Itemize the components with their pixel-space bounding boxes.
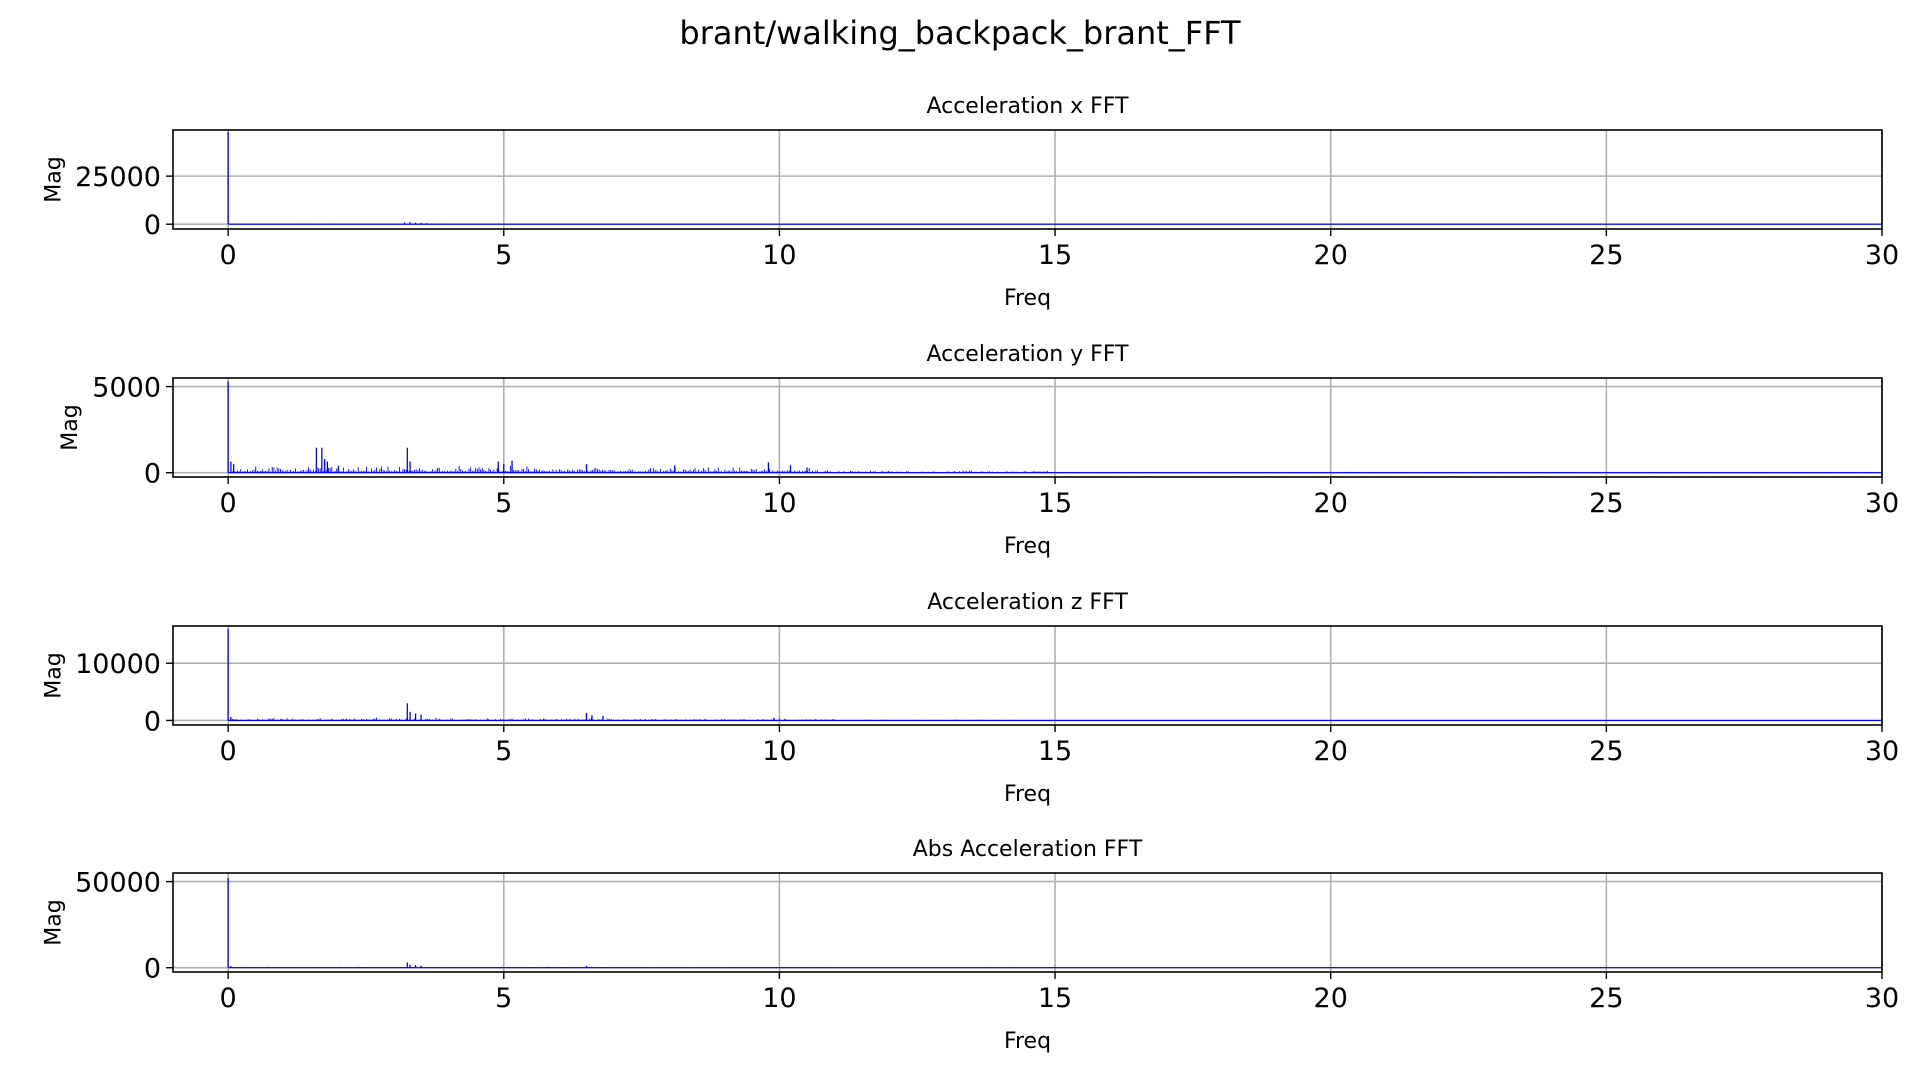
- subplot-title: Acceleration x FFT: [926, 94, 1129, 119]
- y-axis-label: Mag: [42, 156, 67, 202]
- x-tick-label: 25: [1589, 240, 1623, 271]
- x-tick-label: 5: [495, 736, 512, 767]
- series-floor: [230, 966, 1881, 968]
- x-tick-label: 0: [220, 488, 237, 519]
- series-floor: [230, 223, 1882, 225]
- y-tick-label: 5000: [92, 373, 161, 404]
- x-axis-label: Freq: [1004, 782, 1051, 807]
- x-tick-label: 5: [495, 240, 512, 271]
- axes-frame: [172, 377, 1883, 478]
- axes-frame: [172, 129, 1883, 230]
- subplot-3: Acceleration z FFT 0 5 10 15 20 25 30 0 10000 Freq…: [42, 590, 1900, 807]
- subplot-title: Acceleration y FFT: [926, 342, 1129, 367]
- y-axis-label: Mag: [42, 899, 67, 945]
- y-axis-label: Mag: [42, 652, 67, 698]
- subplot-title: Abs Acceleration FFT: [913, 837, 1143, 862]
- x-tick-label: 30: [1865, 983, 1899, 1014]
- subplot-title: Acceleration z FFT: [927, 590, 1128, 615]
- x-axis-label: Freq: [1004, 286, 1051, 311]
- x-tick-label: 25: [1589, 736, 1623, 767]
- y-axis-label: Mag: [58, 404, 83, 450]
- x-tick-label: 15: [1038, 488, 1072, 519]
- y-tick-label: 50000: [75, 868, 161, 899]
- x-tick-label: 0: [220, 983, 237, 1014]
- axes-frame: [172, 625, 1883, 726]
- x-tick-label: 20: [1314, 983, 1348, 1014]
- series-floor: [230, 717, 1881, 721]
- x-axis-label: Freq: [1004, 534, 1051, 559]
- figure-title: brant/walking_backpack_brant_FFT: [679, 14, 1241, 52]
- x-tick-label: 10: [762, 736, 796, 767]
- x-tick-label: 30: [1865, 240, 1899, 271]
- x-tick-label: 20: [1314, 736, 1348, 767]
- x-tick-label: 25: [1589, 488, 1623, 519]
- x-tick-label: 10: [762, 240, 796, 271]
- x-tick-label: 20: [1314, 240, 1348, 271]
- y-tick-label: 10000: [75, 649, 161, 680]
- x-tick-label: 15: [1038, 240, 1072, 271]
- subplot-4: Abs Acceleration FFT 0 5 10 15 20 25 30 0 50000 Fr…: [42, 837, 1900, 1054]
- x-tick-label: 25: [1589, 983, 1623, 1014]
- x-tick-label: 30: [1865, 488, 1899, 519]
- x-tick-label: 15: [1038, 983, 1072, 1014]
- x-tick-label: 30: [1865, 736, 1899, 767]
- y-tick-label: 0: [144, 459, 161, 490]
- x-tick-label: 5: [495, 488, 512, 519]
- y-tick-label: 0: [144, 954, 161, 985]
- y-tick-label: 0: [144, 210, 161, 241]
- x-tick-label: 0: [220, 240, 237, 271]
- subplot-1: Acceleration x FFT 0 5 10 15 20 25 30 0 25000 Freq…: [42, 94, 1900, 311]
- series-floor: [230, 465, 1881, 473]
- x-tick-label: 10: [762, 983, 796, 1014]
- x-tick-label: 5: [495, 983, 512, 1014]
- y-tick-label: 25000: [75, 162, 161, 193]
- x-tick-label: 0: [220, 736, 237, 767]
- subplot-2: Acceleration y FFT 0 5 10 15 20 25 30 0 5000 Freq M…: [58, 342, 1899, 559]
- x-tick-label: 10: [762, 488, 796, 519]
- x-tick-label: 20: [1314, 488, 1348, 519]
- x-axis-label: Freq: [1004, 1029, 1051, 1054]
- y-tick-label: 0: [144, 706, 161, 737]
- x-tick-label: 15: [1038, 736, 1072, 767]
- axes-frame: [172, 872, 1883, 973]
